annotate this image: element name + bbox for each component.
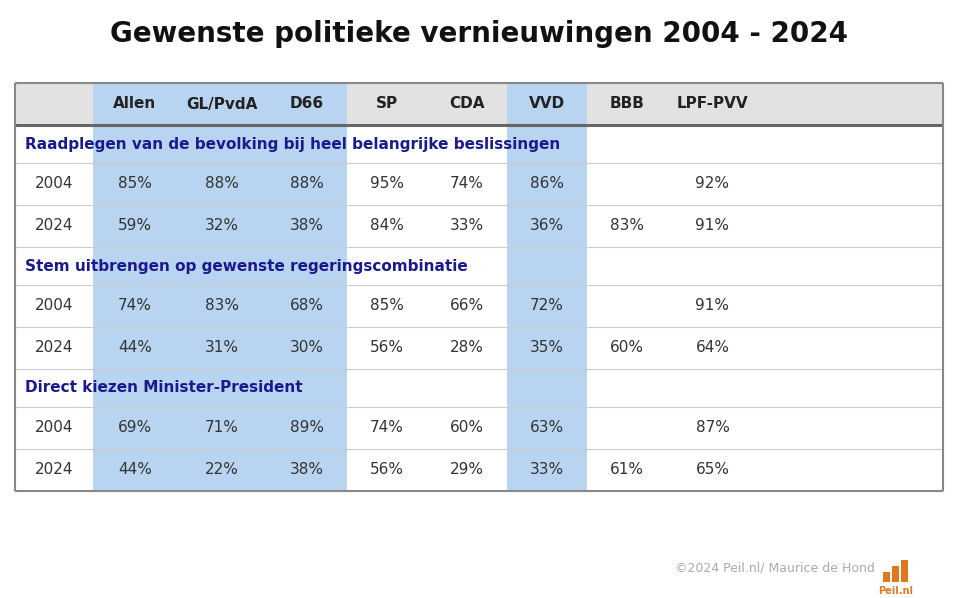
Text: 68%: 68% xyxy=(290,298,324,313)
Text: D66: D66 xyxy=(290,96,324,111)
Text: 44%: 44% xyxy=(118,340,152,355)
Text: 91%: 91% xyxy=(696,298,729,313)
Text: 28%: 28% xyxy=(450,340,484,355)
Text: 56%: 56% xyxy=(370,462,404,477)
Text: 61%: 61% xyxy=(610,462,644,477)
Bar xyxy=(15,247,943,285)
Bar xyxy=(177,247,267,285)
Bar xyxy=(901,560,908,582)
Bar xyxy=(267,369,347,407)
Text: 95%: 95% xyxy=(370,176,404,191)
Text: 66%: 66% xyxy=(450,298,484,313)
Text: Peil.nl: Peil.nl xyxy=(878,586,913,596)
Text: Gewenste politieke vernieuwingen 2004 - 2024: Gewenste politieke vernieuwingen 2004 - … xyxy=(110,20,848,48)
Text: 74%: 74% xyxy=(118,298,152,313)
Text: 74%: 74% xyxy=(450,176,484,191)
Text: 83%: 83% xyxy=(610,218,644,233)
Bar xyxy=(507,83,587,125)
Text: LPF-PVV: LPF-PVV xyxy=(676,96,748,111)
Bar xyxy=(15,83,943,491)
Text: 38%: 38% xyxy=(290,462,324,477)
Text: 2004: 2004 xyxy=(34,176,73,191)
Text: 22%: 22% xyxy=(205,462,239,477)
Text: 92%: 92% xyxy=(696,176,729,191)
Text: Allen: Allen xyxy=(113,96,156,111)
Text: 91%: 91% xyxy=(696,218,729,233)
Text: 64%: 64% xyxy=(696,340,729,355)
Text: 72%: 72% xyxy=(530,298,564,313)
Text: Stem uitbrengen op gewenste regeringscombinatie: Stem uitbrengen op gewenste regeringscom… xyxy=(25,258,468,273)
Text: SP: SP xyxy=(376,96,399,111)
Bar xyxy=(93,83,177,125)
Text: 2024: 2024 xyxy=(34,218,73,233)
Text: 56%: 56% xyxy=(370,340,404,355)
Text: Raadplegen van de bevolking bij heel belangrijke beslissingen: Raadplegen van de bevolking bij heel bel… xyxy=(25,136,560,151)
Bar xyxy=(93,247,177,285)
Text: 38%: 38% xyxy=(290,218,324,233)
Text: 31%: 31% xyxy=(205,340,239,355)
Text: 60%: 60% xyxy=(610,340,644,355)
Text: 88%: 88% xyxy=(205,176,239,191)
Text: 84%: 84% xyxy=(370,218,404,233)
Bar xyxy=(507,125,587,163)
Bar xyxy=(15,369,943,407)
Bar xyxy=(507,83,587,491)
Text: 33%: 33% xyxy=(450,218,484,233)
Text: 71%: 71% xyxy=(205,420,239,435)
Text: 74%: 74% xyxy=(370,420,404,435)
Text: 29%: 29% xyxy=(450,462,484,477)
Text: Direct kiezen Minister-President: Direct kiezen Minister-President xyxy=(25,380,303,395)
Text: 2004: 2004 xyxy=(34,298,73,313)
Bar xyxy=(93,83,177,491)
Text: CDA: CDA xyxy=(449,96,485,111)
Text: 87%: 87% xyxy=(696,420,729,435)
Bar xyxy=(267,83,347,125)
Text: 2004: 2004 xyxy=(34,420,73,435)
Bar xyxy=(177,83,267,125)
Text: 69%: 69% xyxy=(118,420,152,435)
Bar xyxy=(15,125,943,163)
Text: 88%: 88% xyxy=(290,176,324,191)
Text: GL/PvdA: GL/PvdA xyxy=(186,96,258,111)
Text: 2024: 2024 xyxy=(34,462,73,477)
Bar xyxy=(267,83,347,491)
Text: VVD: VVD xyxy=(529,96,565,111)
Bar xyxy=(177,369,267,407)
Text: 30%: 30% xyxy=(290,340,324,355)
Bar xyxy=(267,247,347,285)
Bar xyxy=(883,572,890,582)
Text: 32%: 32% xyxy=(205,218,239,233)
Text: 85%: 85% xyxy=(118,176,152,191)
Text: 2024: 2024 xyxy=(34,340,73,355)
Bar xyxy=(892,566,899,582)
Text: 85%: 85% xyxy=(370,298,404,313)
Text: 59%: 59% xyxy=(118,218,152,233)
Text: 36%: 36% xyxy=(530,218,564,233)
Text: 63%: 63% xyxy=(530,420,564,435)
Text: 65%: 65% xyxy=(696,462,729,477)
Bar xyxy=(93,125,177,163)
Text: 83%: 83% xyxy=(205,298,239,313)
Text: ©2024 Peil.nl/ Maurice de Hond: ©2024 Peil.nl/ Maurice de Hond xyxy=(675,562,875,575)
Text: 60%: 60% xyxy=(450,420,484,435)
Bar xyxy=(15,83,943,125)
Text: 86%: 86% xyxy=(530,176,564,191)
Text: BBB: BBB xyxy=(609,96,645,111)
Text: 89%: 89% xyxy=(290,420,324,435)
Bar xyxy=(93,369,177,407)
Bar xyxy=(507,369,587,407)
Bar xyxy=(507,247,587,285)
Bar xyxy=(177,125,267,163)
Text: 44%: 44% xyxy=(118,462,152,477)
Text: 33%: 33% xyxy=(530,462,564,477)
Bar xyxy=(267,125,347,163)
Text: 35%: 35% xyxy=(530,340,564,355)
Bar xyxy=(177,83,267,491)
